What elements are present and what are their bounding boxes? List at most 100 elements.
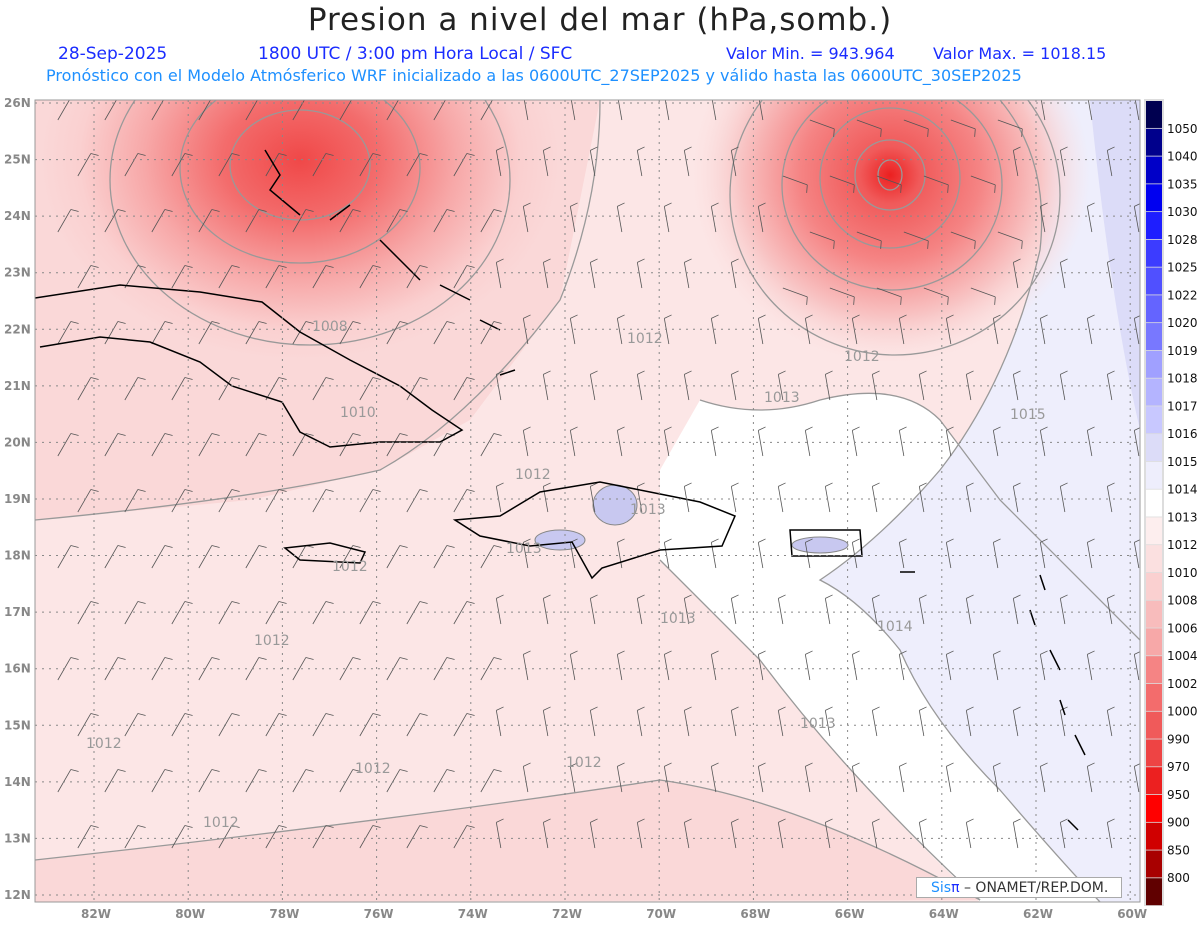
wind-barb [218, 825, 233, 849]
contour-label: 1012 [86, 736, 122, 752]
lat-label: 20N [4, 435, 31, 449]
wind-barb [1133, 206, 1140, 233]
wind-barb [898, 430, 905, 457]
wind-barb [292, 209, 307, 233]
wind-barb [104, 209, 119, 233]
wind-barb [104, 321, 119, 345]
wind-barb [777, 822, 784, 849]
wind-barb [406, 601, 421, 625]
contour-label: 1014 [877, 619, 913, 635]
wind-barb [1039, 318, 1046, 345]
hurricane-low-center-east [690, 100, 1090, 365]
low-pressure-center-west [40, 100, 560, 360]
wind-barb [730, 486, 737, 513]
wind-barb [359, 825, 374, 849]
wind-barb [433, 321, 448, 345]
colorbar-label: 1025 [1167, 261, 1198, 275]
wind-barb [683, 262, 690, 289]
wind-barb [945, 654, 952, 681]
wind-barb [898, 318, 905, 345]
wind-barb [124, 377, 139, 401]
wind-barb [312, 153, 327, 177]
wind-barb [312, 601, 327, 625]
wind-barb [124, 601, 139, 625]
wind-barb [616, 318, 623, 345]
wind-barb [1106, 710, 1113, 737]
wind-barb [1012, 150, 1019, 177]
colorbar-label: 1018 [1167, 372, 1198, 386]
colorbar-label: 800 [1167, 871, 1190, 885]
wind-barb [542, 150, 549, 177]
wind-barb [151, 321, 166, 345]
wind-barb [616, 430, 623, 457]
colorbar-label: 1035 [1167, 177, 1198, 191]
wind-barb [292, 321, 307, 345]
wind-barb [218, 377, 233, 401]
wind-barb [495, 822, 502, 849]
wind-barb [522, 318, 529, 345]
wind-barb [312, 265, 327, 289]
wind-barb [312, 489, 327, 513]
wind-barb [683, 374, 690, 401]
wind-barb [245, 545, 260, 569]
coast-bahamas [264, 149, 516, 376]
wind-barb [851, 766, 858, 793]
contour-labels: 1008 1010 1012 1013 1015 1012 1012 1013 1013 1012… [86, 319, 1046, 831]
wind-barb [1086, 654, 1093, 681]
wind-barb [871, 822, 878, 849]
wind-barb [386, 433, 401, 457]
wind-barb [829, 175, 855, 186]
credit-logo: Sisπ – ONAMET/REP.DOM. [916, 877, 1122, 898]
coast-jamaica [283, 542, 367, 564]
colorbar-swatch [1146, 628, 1162, 656]
wind-barb [77, 377, 92, 401]
colorbar-swatch [1146, 267, 1162, 295]
colorbar-label: 1050 [1167, 122, 1198, 136]
wind-barb [57, 433, 72, 457]
wind-barb [151, 209, 166, 233]
wind-barb [589, 150, 596, 177]
colorbar-swatch [1146, 850, 1162, 878]
wind-barb [851, 318, 858, 345]
wind-barb [433, 433, 448, 457]
colorbar-swatch [1146, 545, 1162, 573]
wind-barb [265, 825, 280, 849]
wind-barb [433, 769, 448, 793]
wind-barb [406, 713, 421, 737]
wind-barb [965, 374, 972, 401]
wind-barb [245, 209, 260, 233]
wind-barb [522, 430, 529, 457]
lat-label: 14N [4, 775, 31, 789]
wind-barb [339, 769, 354, 793]
wind-barb [171, 601, 186, 625]
wind-barb [663, 318, 670, 345]
lon-label: 76W [364, 907, 394, 921]
wind-barb [433, 209, 448, 233]
wind-barb [945, 766, 952, 793]
map-title: Presion a nivel del mar (hPa,somb.) [307, 2, 893, 38]
contour-label: 1013 [660, 611, 696, 627]
colorbar-swatch [1146, 572, 1162, 600]
wind-barb [292, 100, 305, 121]
wind-barb [495, 710, 502, 737]
wind-barb [636, 710, 643, 737]
wind-barb [710, 430, 717, 457]
wind-barb [453, 153, 468, 177]
wind-barb [1133, 318, 1140, 345]
wind-barb [171, 153, 186, 177]
wind-barb [970, 287, 996, 298]
wind-barb [663, 206, 670, 233]
wind-barb [757, 206, 764, 233]
wind-barb [104, 100, 117, 121]
contour-label: 1012 [203, 815, 239, 831]
wind-barb [57, 100, 70, 121]
wind-barb [495, 150, 502, 177]
lon-label: 82W [81, 907, 111, 921]
wind-barb [265, 377, 280, 401]
colorbar-swatch [1146, 517, 1162, 545]
contour-label: 1013 [800, 716, 836, 732]
lat-label: 16N [4, 662, 31, 676]
wind-barb [1012, 710, 1019, 737]
contour-label: 1015 [1010, 407, 1046, 423]
wind-barbs [57, 100, 1140, 849]
